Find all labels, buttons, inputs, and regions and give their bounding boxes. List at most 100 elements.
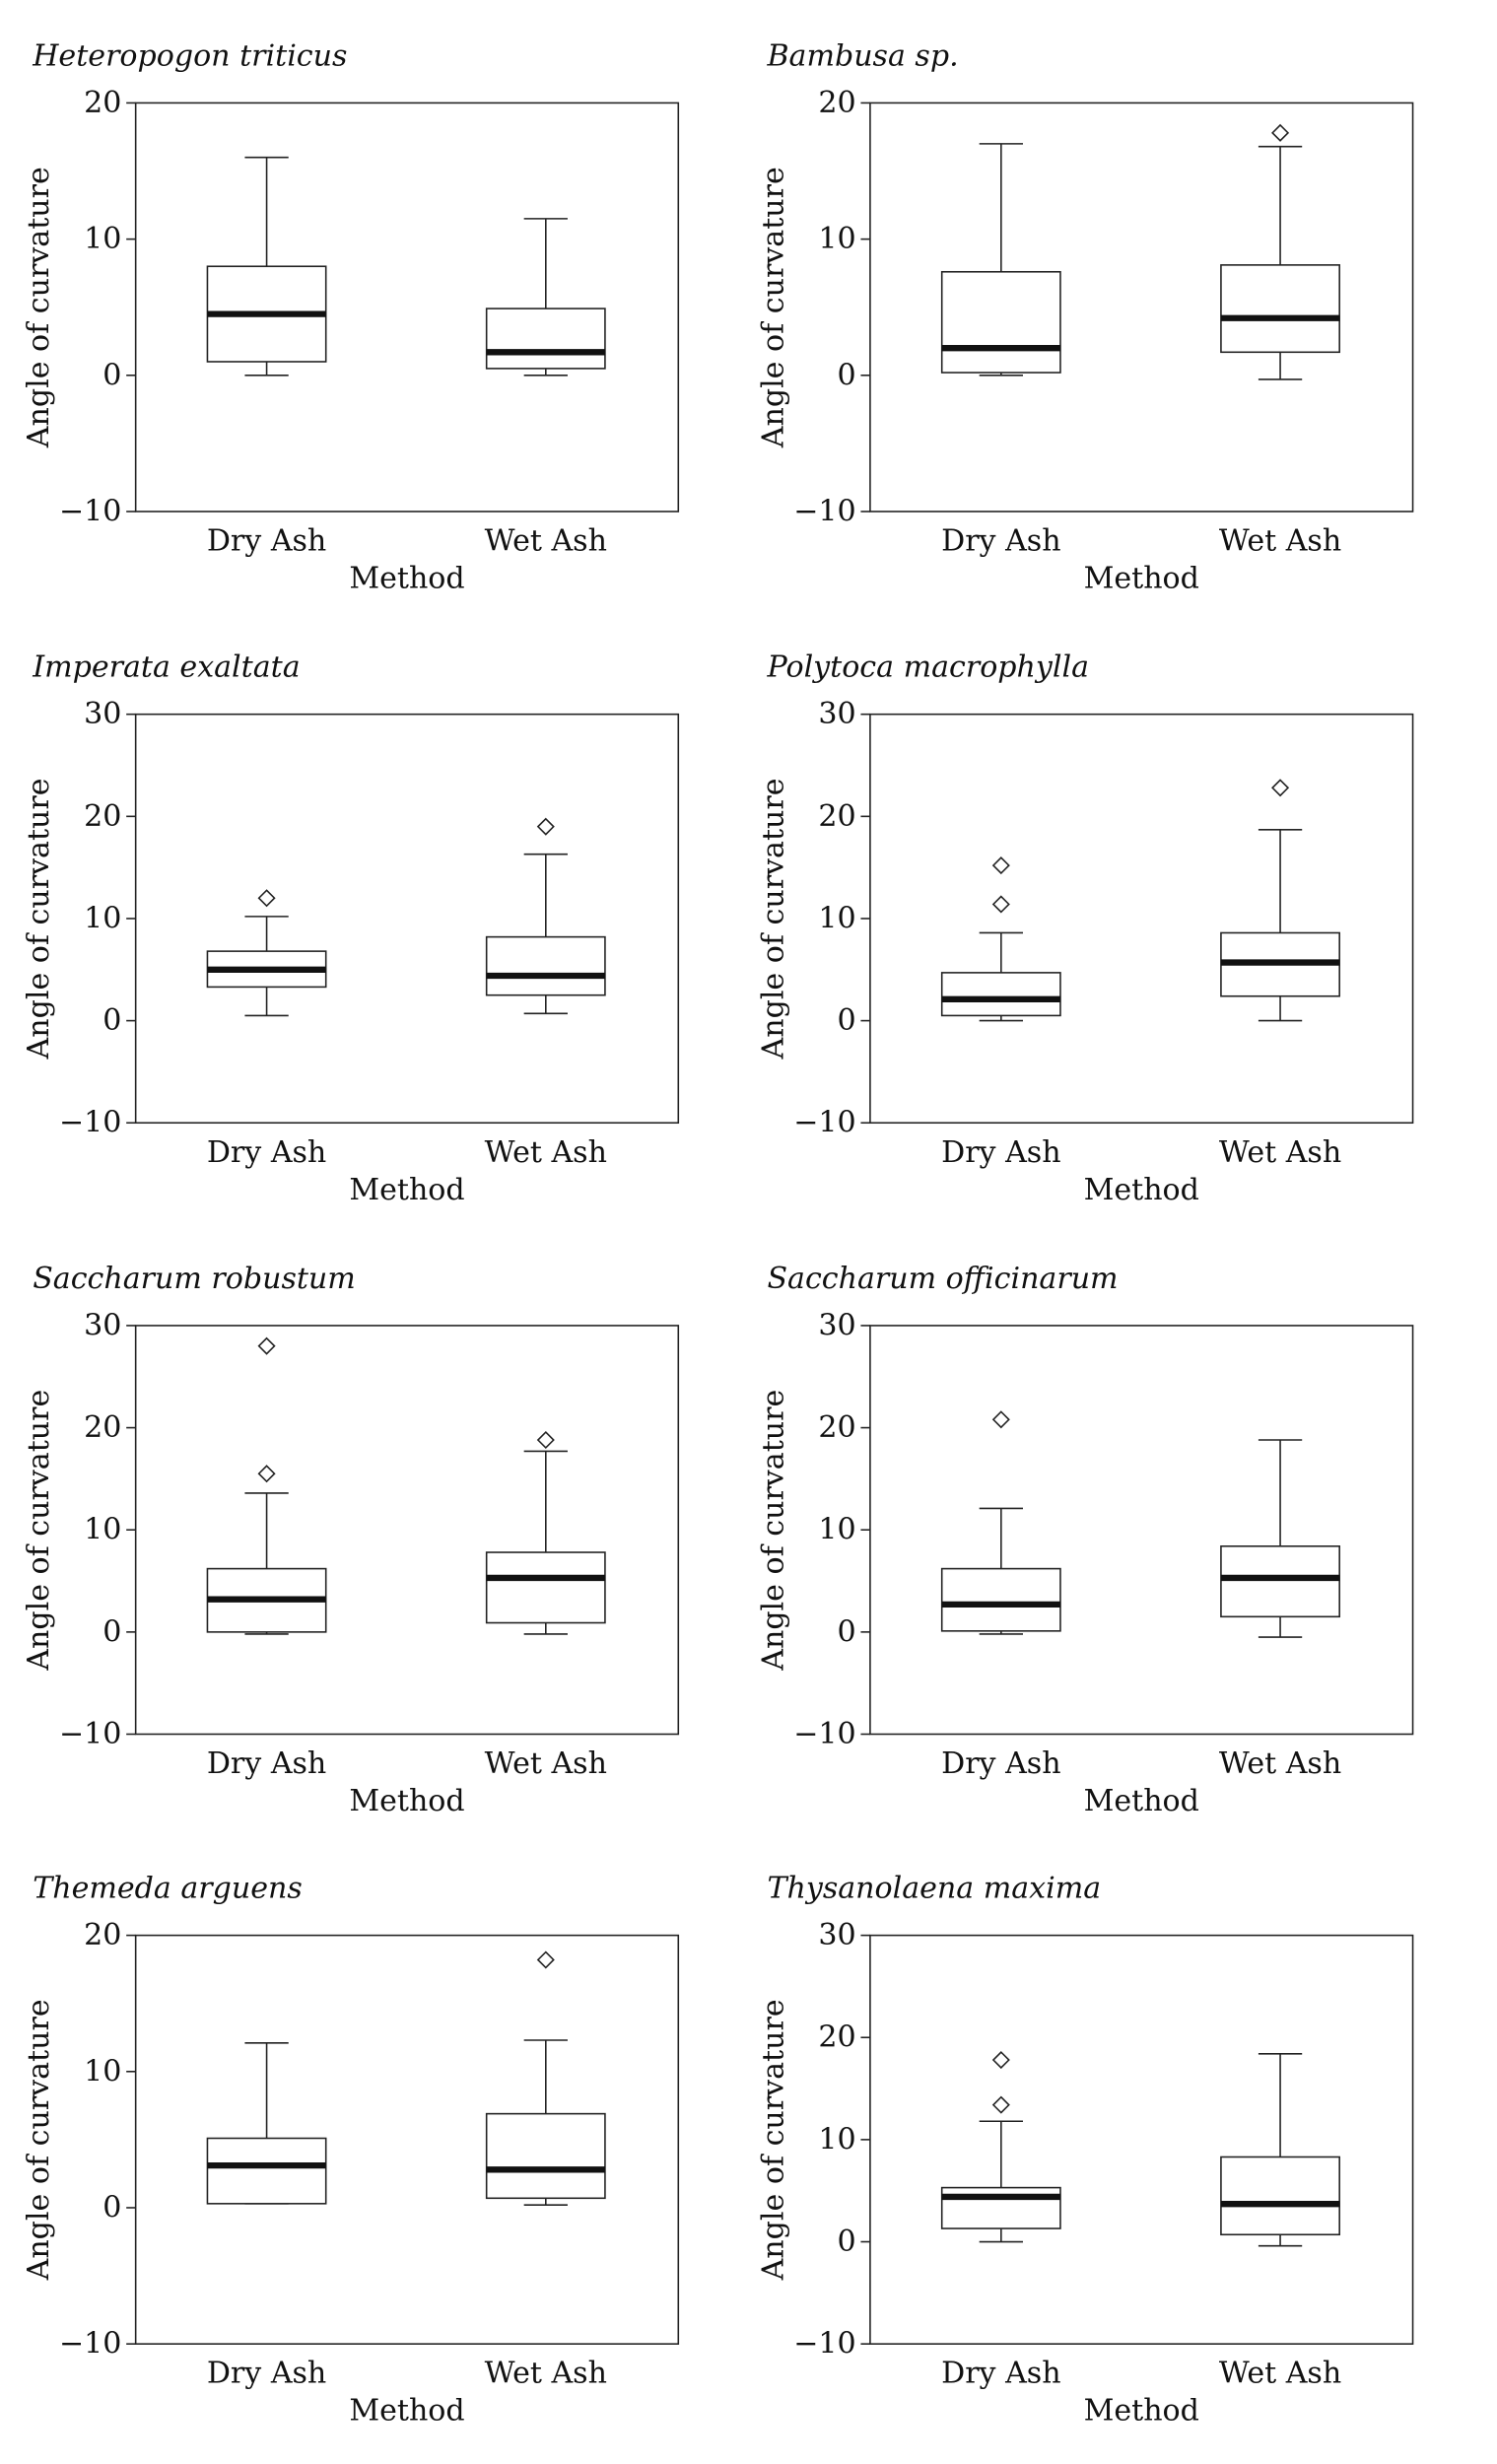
x-axis-label: Method: [349, 2394, 464, 2429]
x-axis-label: Method: [1084, 2394, 1199, 2429]
y-tick-label: 30: [818, 697, 855, 731]
panel-title: Heteropogon triticus: [32, 38, 347, 73]
iqr-box: [485, 935, 606, 996]
y-axis-label: Angle of curvature: [756, 778, 790, 1060]
x-axis-label: Method: [349, 1173, 464, 1207]
x-tick-label: Wet Ash: [1219, 1135, 1341, 1170]
plot-frame: [869, 1934, 1414, 2345]
y-tick-label: 20: [84, 1410, 121, 1445]
iqr-box: [485, 2112, 606, 2200]
panel-title: Bambusa sp.: [766, 38, 958, 73]
outlier-point: [257, 889, 276, 908]
y-tick-label: 10: [84, 2054, 121, 2088]
plot-frame: [134, 102, 680, 513]
y-tick-label: 0: [102, 358, 121, 392]
y-tick-label: −10: [793, 1717, 855, 1751]
outlier-point: [991, 1410, 1010, 1429]
box-wet-ash: [485, 817, 606, 1015]
y-axis-label: Angle of curvature: [756, 1999, 790, 2281]
panel-2: Bambusa sp. −10 0 10 20 Dry Ash Wet Ash Method A…: [756, 38, 1414, 596]
box-wet-ash: [485, 1430, 606, 1635]
y-tick-label: −10: [59, 1106, 121, 1140]
box-dry-ash: [206, 156, 327, 376]
panel-title: Imperata exaltata: [32, 650, 300, 685]
iqr-box: [485, 308, 606, 370]
y-tick-label: 0: [838, 1614, 856, 1649]
outlier-point: [536, 1430, 555, 1450]
y-tick-label: 0: [838, 358, 856, 392]
y-tick-label: 10: [818, 1513, 855, 1547]
x-tick-label: Dry Ash: [941, 1135, 1060, 1170]
y-tick-label: 30: [818, 1308, 855, 1342]
iqr-box: [1220, 264, 1340, 354]
x-tick-label: Wet Ash: [1219, 524, 1341, 559]
panel-6: Saccharum officinarum −10 0 10 20 30 Dry Ash We…: [756, 1262, 1414, 1818]
outlier-point: [257, 1465, 276, 1483]
box-dry-ash: [206, 1336, 327, 1635]
y-tick-label: 10: [818, 222, 855, 256]
y-axis-label: Angle of curvature: [756, 1390, 790, 1672]
plot-frame: [869, 1325, 1414, 1736]
plot-frame: [869, 102, 1414, 513]
x-tick-label: Dry Ash: [207, 1746, 326, 1781]
box-dry-ash: [940, 856, 1061, 1022]
y-tick-label: 0: [102, 2190, 121, 2224]
y-tick-label: −10: [793, 1106, 855, 1140]
y-axis-label: Angle of curvature: [756, 167, 790, 448]
panel-7: Themeda arguens −10 0 10 20 Dry Ash Wet Ash Met…: [22, 1872, 680, 2429]
y-tick-label: 20: [84, 1918, 121, 1952]
x-tick-label: Dry Ash: [207, 1135, 326, 1170]
y-tick-label: −10: [59, 494, 121, 528]
box-wet-ash: [1220, 1439, 1340, 1638]
panel-5: Saccharum robustum −10 0 10 20 30 Dry Ash Wet A…: [22, 1262, 680, 1818]
x-axis-label: Method: [1084, 1784, 1199, 1818]
y-tick-label: 20: [818, 86, 855, 120]
y-axis-label: Angle of curvature: [22, 1999, 56, 2281]
y-tick-label: 10: [84, 222, 121, 256]
y-tick-label: 30: [84, 1308, 121, 1342]
x-axis-label: Method: [1084, 562, 1199, 596]
y-tick-label: 0: [102, 1003, 121, 1038]
y-axis-label: Angle of curvature: [22, 167, 56, 448]
outlier-point: [991, 2095, 1010, 2114]
box-dry-ash: [940, 2051, 1061, 2243]
iqr-box: [940, 270, 1061, 374]
box-wet-ash: [1220, 779, 1340, 1022]
panel-title: Saccharum officinarum: [767, 1262, 1118, 1296]
box-dry-ash: [940, 143, 1061, 376]
plot-frame: [134, 1934, 680, 2345]
y-tick-label: 30: [818, 1918, 855, 1952]
x-tick-label: Dry Ash: [941, 524, 1060, 559]
x-axis-label: Method: [1084, 1173, 1199, 1207]
y-tick-label: 30: [84, 697, 121, 731]
y-tick-label: 20: [84, 799, 121, 834]
box-wet-ash: [1220, 123, 1340, 380]
panel-title: Themeda arguens: [33, 1872, 303, 1906]
y-tick-label: 0: [838, 2224, 856, 2259]
y-axis-label: Angle of curvature: [22, 778, 56, 1060]
iqr-box: [940, 972, 1061, 1017]
panel-title: Saccharum robustum: [33, 1262, 356, 1296]
x-tick-label: Wet Ash: [485, 524, 607, 559]
box-wet-ash: [1220, 2053, 1340, 2247]
y-axis-label: Angle of curvature: [22, 1390, 56, 1672]
outlier-point: [991, 895, 1010, 914]
y-tick-label: 10: [84, 901, 121, 935]
y-tick-label: 10: [818, 901, 855, 935]
y-tick-label: 20: [818, 799, 855, 834]
box-dry-ash: [206, 2041, 327, 2205]
box-wet-ash: [485, 218, 606, 376]
y-tick-label: 20: [84, 86, 121, 120]
x-axis-label: Method: [349, 562, 464, 596]
y-tick-label: 10: [84, 1513, 121, 1547]
y-tick-label: 10: [818, 2122, 855, 2156]
x-tick-label: Wet Ash: [1219, 1746, 1341, 1781]
outlier-point: [991, 2051, 1010, 2070]
x-tick-label: Wet Ash: [485, 1135, 607, 1170]
x-tick-label: Wet Ash: [1219, 2357, 1341, 2391]
x-tick-label: Dry Ash: [207, 524, 326, 559]
y-tick-label: 20: [818, 2020, 855, 2055]
y-tick-label: −10: [59, 1717, 121, 1751]
panel-8: Thysanolaena maxima −10 0 10 20 30 Dry Ash Wet …: [756, 1872, 1414, 2429]
